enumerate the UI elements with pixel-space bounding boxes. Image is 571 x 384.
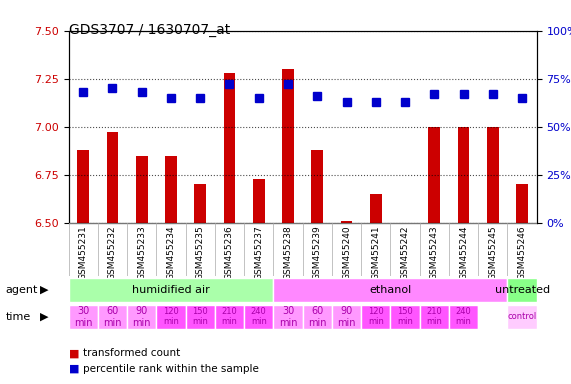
FancyBboxPatch shape <box>332 305 361 329</box>
Text: 150
min: 150 min <box>397 307 413 326</box>
Bar <box>136 156 147 223</box>
Bar <box>165 156 177 223</box>
Bar <box>487 127 498 223</box>
Text: ethanol: ethanol <box>369 285 412 295</box>
Text: agent: agent <box>6 285 38 295</box>
Text: 120
min: 120 min <box>163 307 179 326</box>
Text: 210
min: 210 min <box>222 307 238 326</box>
Text: 150
min: 150 min <box>192 307 208 326</box>
Text: GSM455243: GSM455243 <box>430 225 439 280</box>
Text: humidified air: humidified air <box>132 285 210 295</box>
FancyBboxPatch shape <box>449 305 478 329</box>
Text: 90
min: 90 min <box>132 306 151 328</box>
Text: ▶: ▶ <box>40 312 49 322</box>
Bar <box>516 184 528 223</box>
FancyBboxPatch shape <box>420 305 449 329</box>
FancyBboxPatch shape <box>244 305 274 329</box>
Text: 240
min: 240 min <box>251 307 267 326</box>
Bar <box>311 150 323 223</box>
Bar <box>194 184 206 223</box>
Text: 60
min: 60 min <box>103 306 122 328</box>
Bar <box>253 179 264 223</box>
Text: GSM455239: GSM455239 <box>313 225 322 280</box>
FancyBboxPatch shape <box>98 305 127 329</box>
Bar <box>77 150 89 223</box>
Text: GSM455234: GSM455234 <box>166 225 175 280</box>
Text: GSM455235: GSM455235 <box>196 225 205 280</box>
Bar <box>107 132 118 223</box>
Bar <box>458 127 469 223</box>
Text: transformed count: transformed count <box>83 348 180 358</box>
Text: ■: ■ <box>69 348 79 358</box>
Text: 60
min: 60 min <box>308 306 327 328</box>
Text: ■: ■ <box>69 364 79 374</box>
Text: 30
min: 30 min <box>279 306 297 328</box>
FancyBboxPatch shape <box>156 305 186 329</box>
Bar <box>224 73 235 223</box>
Text: 210
min: 210 min <box>427 307 443 326</box>
FancyBboxPatch shape <box>508 305 537 329</box>
Bar <box>370 194 381 223</box>
FancyBboxPatch shape <box>215 305 244 329</box>
Text: GSM455231: GSM455231 <box>79 225 88 280</box>
FancyBboxPatch shape <box>391 305 420 329</box>
Bar <box>428 127 440 223</box>
Text: 120
min: 120 min <box>368 307 384 326</box>
FancyBboxPatch shape <box>478 305 508 329</box>
Text: 30
min: 30 min <box>74 306 93 328</box>
FancyBboxPatch shape <box>186 305 215 329</box>
Bar <box>282 69 294 223</box>
Text: GSM455245: GSM455245 <box>488 225 497 280</box>
Text: GSM455238: GSM455238 <box>283 225 292 280</box>
FancyBboxPatch shape <box>274 278 508 302</box>
Text: GSM455236: GSM455236 <box>225 225 234 280</box>
Text: GSM455233: GSM455233 <box>137 225 146 280</box>
FancyBboxPatch shape <box>508 278 537 302</box>
Text: GSM455246: GSM455246 <box>517 225 526 280</box>
Text: GSM455240: GSM455240 <box>342 225 351 280</box>
Text: control: control <box>508 312 537 321</box>
Text: GSM455232: GSM455232 <box>108 225 117 280</box>
FancyBboxPatch shape <box>69 278 274 302</box>
Text: GSM455241: GSM455241 <box>371 225 380 280</box>
FancyBboxPatch shape <box>127 305 156 329</box>
Text: GSM455244: GSM455244 <box>459 225 468 280</box>
Text: time: time <box>6 312 31 322</box>
Text: ▶: ▶ <box>40 285 49 295</box>
Text: GDS3707 / 1630707_at: GDS3707 / 1630707_at <box>69 23 230 37</box>
Bar <box>341 221 352 223</box>
FancyBboxPatch shape <box>274 305 303 329</box>
FancyBboxPatch shape <box>361 305 391 329</box>
Text: untreated: untreated <box>494 285 550 295</box>
Text: 240
min: 240 min <box>456 307 472 326</box>
Text: GSM455237: GSM455237 <box>254 225 263 280</box>
FancyBboxPatch shape <box>303 305 332 329</box>
FancyBboxPatch shape <box>69 305 98 329</box>
Text: GSM455242: GSM455242 <box>400 225 409 280</box>
Text: percentile rank within the sample: percentile rank within the sample <box>83 364 259 374</box>
Text: 90
min: 90 min <box>337 306 356 328</box>
